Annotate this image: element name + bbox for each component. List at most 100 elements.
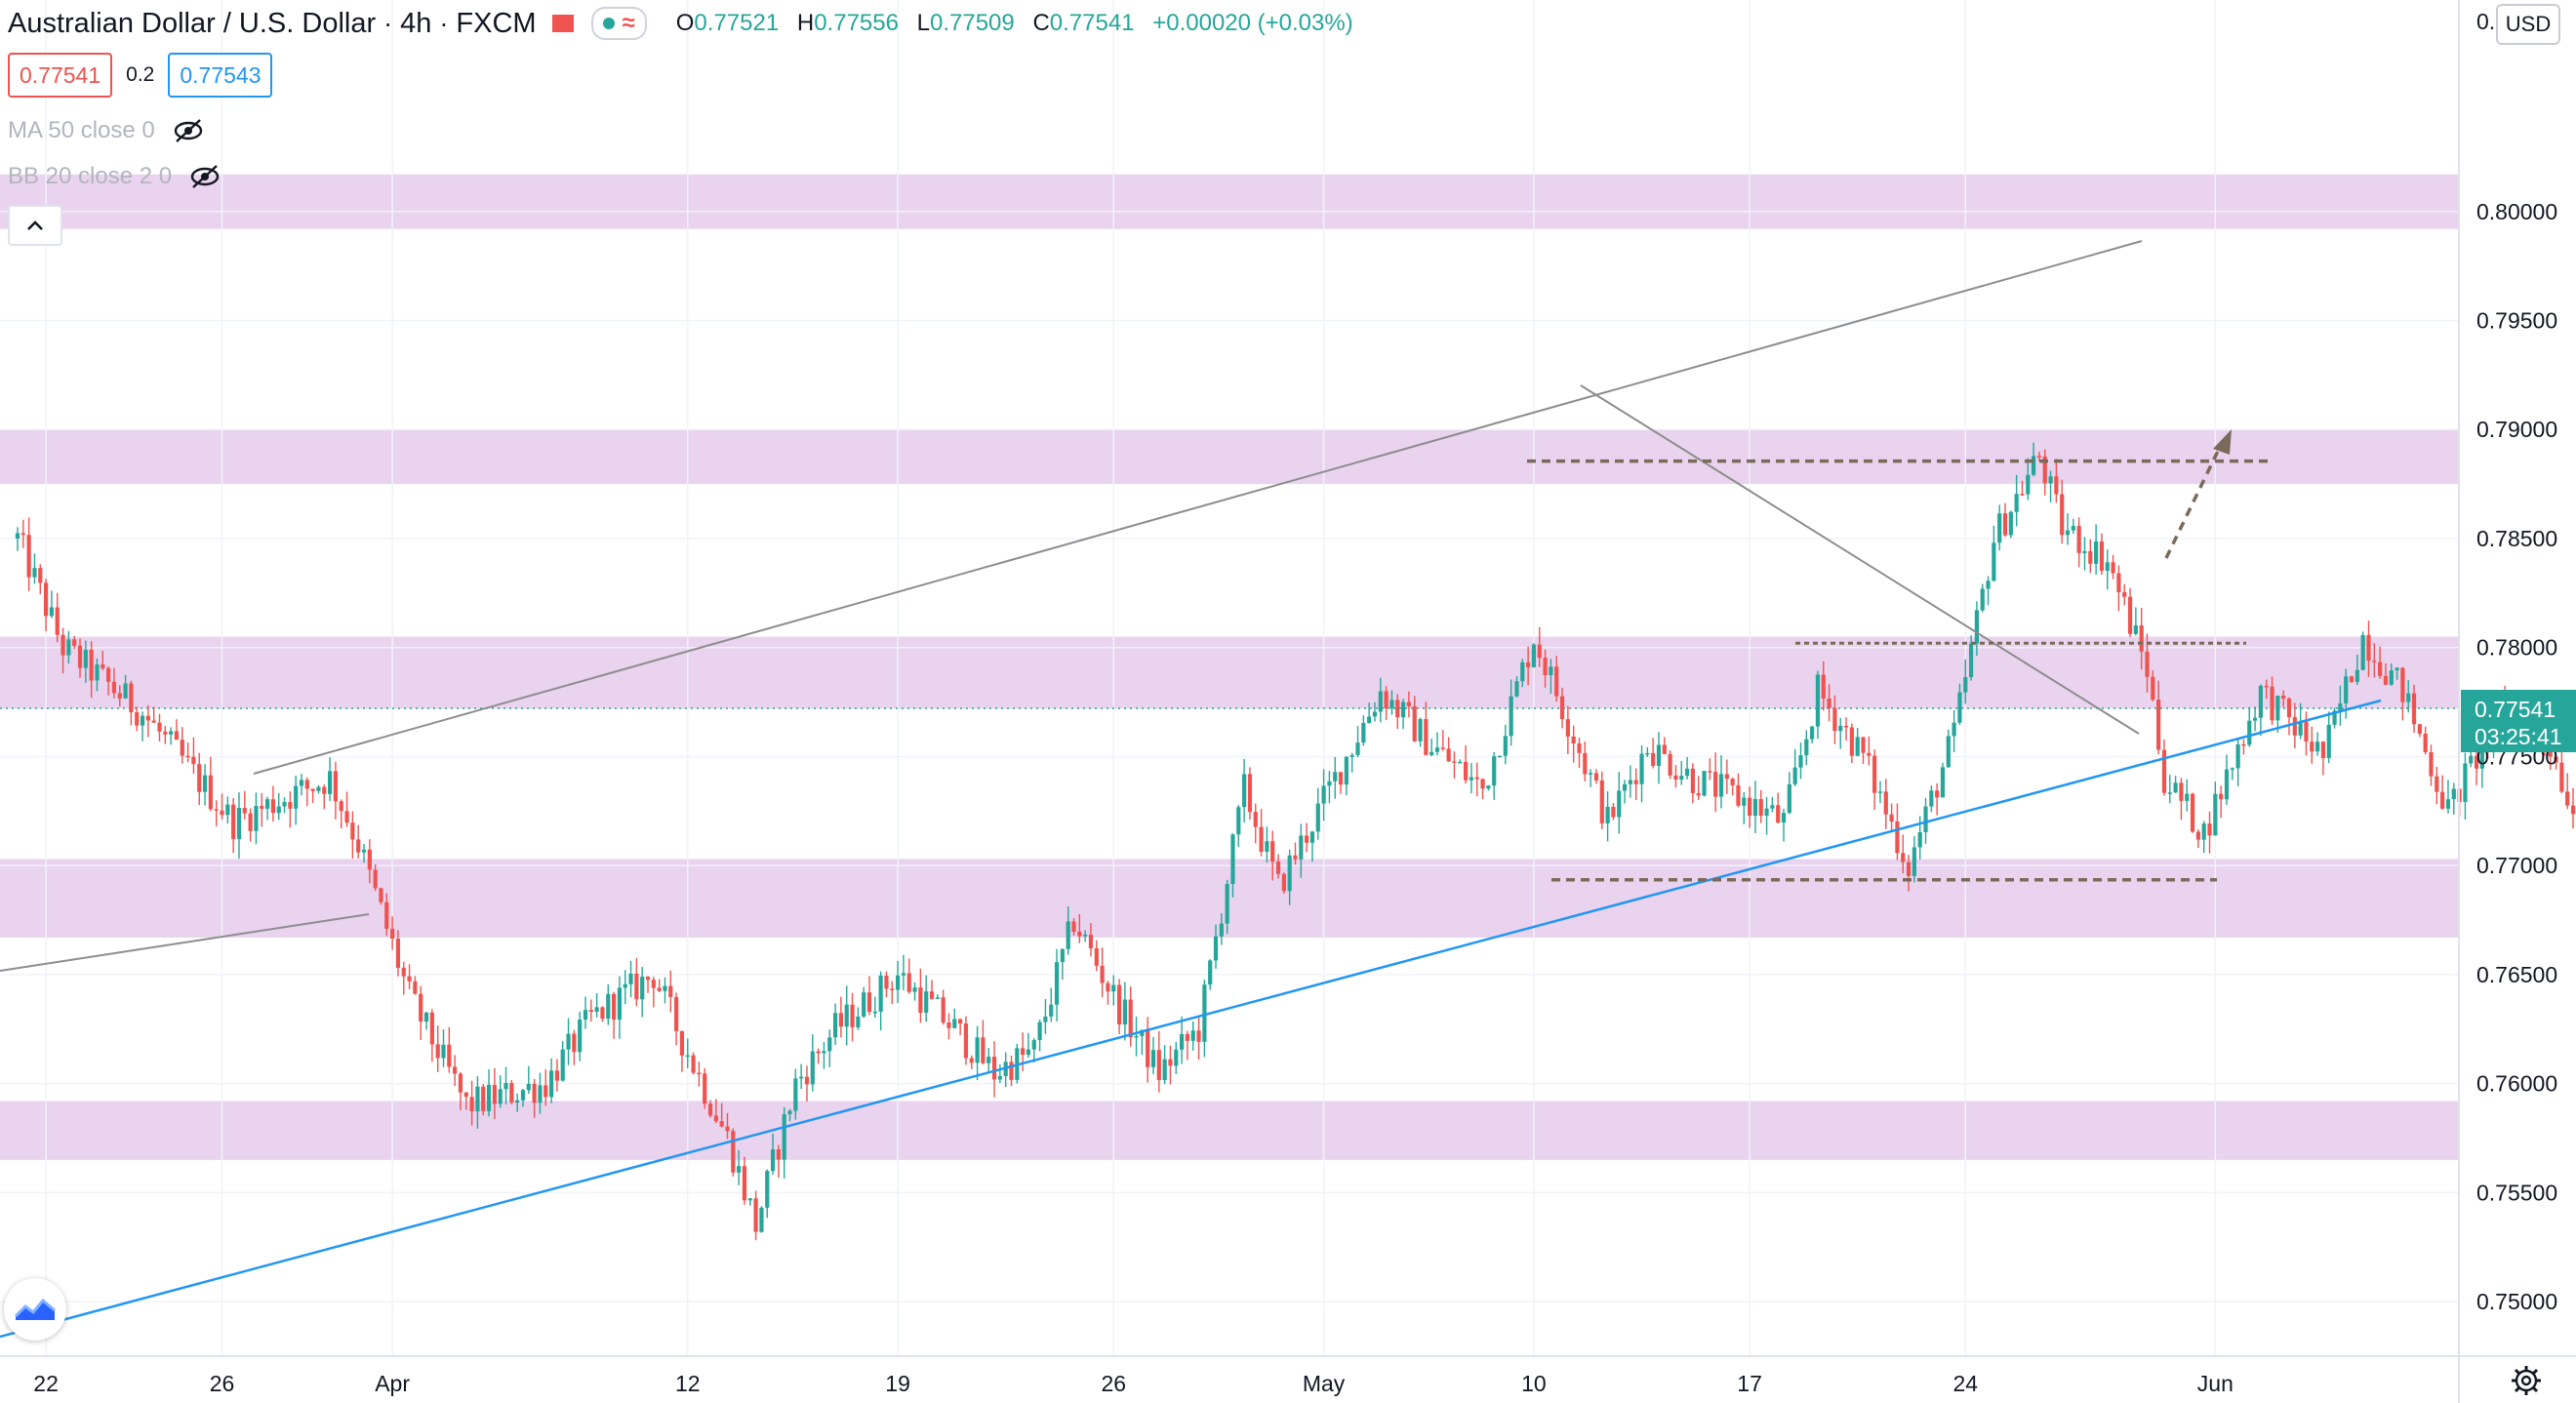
candle xyxy=(1168,1045,1173,1085)
upper-channel-trendline xyxy=(253,240,2143,775)
candle xyxy=(901,954,906,991)
candle xyxy=(2378,646,2383,679)
candle xyxy=(1305,822,1309,853)
candle xyxy=(1446,737,1451,762)
time-tick-label: 24 xyxy=(1952,1371,1978,1396)
candle xyxy=(260,792,264,827)
symbol-title[interactable]: Australian Dollar / U.S. Dollar xyxy=(8,7,377,39)
settings-gear-icon[interactable] xyxy=(2510,1364,2543,1397)
price-tick-label: 0.77000 xyxy=(2476,853,2557,878)
candle xyxy=(2076,517,2081,568)
candle xyxy=(2286,697,2292,736)
candle xyxy=(1980,583,1985,613)
candle xyxy=(1270,830,1275,881)
candle xyxy=(1275,854,1281,879)
candle xyxy=(1429,739,1434,757)
candle xyxy=(2060,479,2065,544)
candle xyxy=(2320,741,2326,776)
candle xyxy=(1758,789,1763,823)
buy-button[interactable]: 0.77543 xyxy=(168,53,273,98)
high-value: 0.77556 xyxy=(814,10,899,36)
price-axis[interactable]: 0.80000 0.79500 0.79000 0.78500 0.78000 0.775… xyxy=(2476,9,2557,1314)
hidden-eye-icon[interactable] xyxy=(173,118,204,143)
candle xyxy=(254,792,259,845)
candle xyxy=(2355,654,2359,685)
candle xyxy=(2133,607,2138,636)
candle xyxy=(896,960,901,1003)
indicator-bb[interactable]: BB 20 close 2 0 xyxy=(8,159,221,194)
candle xyxy=(1656,732,1662,784)
candle xyxy=(572,1029,577,1065)
candle xyxy=(304,777,309,807)
candle xyxy=(1440,730,1445,751)
candle xyxy=(2338,685,2343,726)
candle xyxy=(2224,754,2230,806)
market-status-pill[interactable]: ≈ xyxy=(590,7,647,40)
candle xyxy=(1021,1032,1026,1071)
candle xyxy=(413,976,418,995)
candle xyxy=(1702,770,1707,797)
candle xyxy=(1974,601,1979,657)
candle xyxy=(1531,643,1537,668)
candle xyxy=(1713,752,1718,813)
ascending-support-trendline xyxy=(0,699,2382,1339)
currency-button[interactable]: USD xyxy=(2496,4,2560,45)
candle xyxy=(787,1108,792,1122)
candle xyxy=(407,964,412,989)
candle xyxy=(1520,659,1525,688)
candle xyxy=(2156,680,2161,755)
candle xyxy=(117,685,122,707)
candle xyxy=(2105,549,2110,590)
candle xyxy=(1418,717,1423,747)
candle xyxy=(2099,533,2105,576)
candle xyxy=(101,650,105,671)
change-value: +0.00020 (+0.03%) xyxy=(1152,10,1353,36)
candle xyxy=(2315,732,2320,756)
candle xyxy=(628,960,633,998)
candle xyxy=(2094,524,2099,575)
flag-icon[interactable] xyxy=(551,15,574,32)
time-tick-label: Apr xyxy=(375,1371,410,1396)
candle xyxy=(220,793,224,821)
candle xyxy=(838,996,843,1038)
price-tick-label: 0.76000 xyxy=(2476,1071,2557,1097)
candle xyxy=(1622,780,1628,804)
collapse-legend-button[interactable] xyxy=(8,205,62,246)
candle xyxy=(1571,725,1576,763)
time-axis[interactable]: 22 26 Apr 12 19 26 May 10 17 24 Jun xyxy=(33,1371,2234,1396)
candle xyxy=(2270,676,2274,726)
candle xyxy=(1208,959,1213,990)
indicator-label: BB 20 close 2 0 xyxy=(8,163,173,189)
candle xyxy=(969,1055,974,1069)
candle xyxy=(554,1059,559,1092)
tradingview-logo[interactable] xyxy=(4,1278,66,1341)
candle xyxy=(2195,829,2200,849)
interval-label[interactable]: 4h xyxy=(400,7,432,39)
candle xyxy=(1821,661,1826,711)
indicator-ma[interactable]: MA 50 close 0 xyxy=(8,113,204,148)
trend-drawings[interactable] xyxy=(0,240,2382,1339)
price-zone xyxy=(0,859,2459,938)
candle xyxy=(60,627,65,674)
candle xyxy=(822,1041,826,1069)
candle xyxy=(2042,449,2047,496)
spread-value: 0.2 xyxy=(126,63,155,86)
candle xyxy=(384,893,389,937)
candle xyxy=(169,727,174,745)
candle xyxy=(299,774,304,796)
candle xyxy=(475,1076,480,1129)
candle xyxy=(997,1063,1002,1084)
candle xyxy=(1748,786,1752,828)
candle xyxy=(719,1102,724,1128)
open-value: 0.77521 xyxy=(694,10,780,36)
price-tick-label-partial: 0. xyxy=(2476,9,2495,34)
candle xyxy=(1333,756,1338,799)
candle xyxy=(2201,821,2206,854)
candle xyxy=(1259,808,1264,857)
candle xyxy=(1464,745,1469,784)
hidden-eye-icon[interactable] xyxy=(189,164,221,189)
sell-button[interactable]: 0.77541 xyxy=(8,53,113,98)
time-tick-label: 10 xyxy=(1521,1371,1547,1396)
candle xyxy=(2020,480,2025,497)
